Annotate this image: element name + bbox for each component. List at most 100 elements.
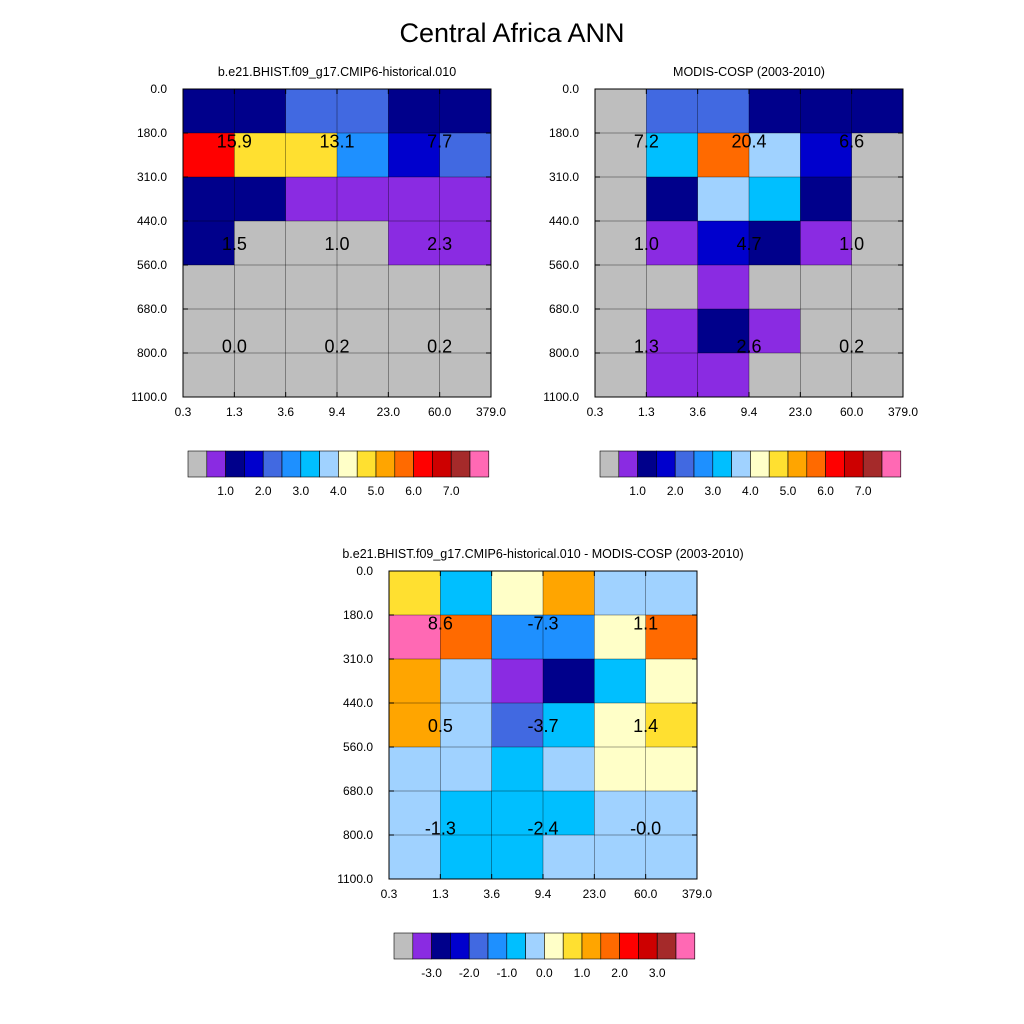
colorbar-swatch: [412, 932, 432, 960]
heatmap-cell: [491, 571, 544, 616]
colorbar-label: 6.0: [405, 484, 422, 498]
data-value-label: 7.2: [634, 131, 659, 151]
data-value-label: -7.3: [527, 613, 558, 633]
y-tick-label: 180.0: [343, 608, 373, 622]
heatmap-cell: [749, 221, 801, 266]
colorbar-swatch: [319, 450, 339, 478]
x-tick-label: 3.6: [483, 887, 500, 901]
data-value-label: 0.0: [222, 337, 247, 357]
colorbar-label: 5.0: [368, 484, 385, 498]
colorbar-label: -2.0: [459, 966, 480, 980]
heatmap-cell: [439, 221, 492, 266]
data-value-label: 0.2: [839, 337, 864, 357]
colorbar-label: 3.0: [292, 484, 309, 498]
colorbar-swatch: [206, 450, 226, 478]
heatmap-cell: [440, 615, 493, 660]
heatmap-cell: [594, 571, 647, 616]
y-tick-label: 1100.0: [337, 872, 373, 886]
panel-subtitle: b.e21.BHIST.f09_g17.CMIP6-historical.010: [218, 65, 456, 79]
heatmap-cell: [183, 221, 235, 266]
data-value-label: 4.7: [736, 234, 761, 254]
colorbar-swatch: [281, 450, 302, 478]
figure-title: Central Africa ANN: [399, 18, 625, 48]
heatmap-cell: [285, 221, 338, 266]
heatmap-cell: [594, 791, 647, 836]
heatmap-cell: [543, 747, 595, 792]
colorbar-swatch: [806, 450, 826, 478]
heatmap-cell: [697, 353, 750, 398]
heatmap-cell: [697, 221, 750, 266]
x-tick-label: 9.4: [741, 405, 758, 419]
heatmap-cell: [439, 177, 492, 222]
heatmap-cell: [389, 791, 441, 836]
colorbar-swatch: [581, 932, 602, 960]
heatmap-cell: [543, 615, 595, 660]
y-tick-label: 1100.0: [543, 390, 579, 404]
heatmap-cell: [388, 177, 441, 222]
heatmap-cell: [749, 177, 801, 222]
panel-observations: MODIS-COSP (2003-2010) 0.3 1.3 3.6 9.4 23.0 60…: [543, 65, 918, 498]
heatmap-cell: [645, 791, 698, 836]
panel-subtitle: MODIS-COSP (2003-2010): [673, 65, 825, 79]
y-tick-label: 440.0: [137, 214, 167, 228]
heatmap-cell: [183, 89, 235, 134]
colorbar-swatch: [599, 450, 620, 478]
heatmap-cell: [388, 309, 441, 354]
heatmap-cell: [749, 133, 801, 178]
y-tick-label: 560.0: [137, 258, 167, 272]
heatmap-cell: [491, 615, 544, 660]
heatmap-cell: [491, 703, 544, 748]
colorbar-swatch: [618, 450, 638, 478]
heatmap-cell: [337, 265, 389, 310]
x-tick-label: 0.3: [587, 405, 604, 419]
x-tick-label: 1.3: [226, 405, 243, 419]
colorbar-label: 2.0: [611, 966, 628, 980]
data-value-label: 1.5: [222, 234, 247, 254]
colorbar-label: 0.0: [536, 966, 553, 980]
heatmap-cell: [440, 835, 493, 880]
y-tick-label: 680.0: [549, 302, 579, 316]
colorbar-swatch: [375, 450, 396, 478]
heatmap-cell: [337, 221, 389, 266]
colorbar-swatch: [525, 932, 545, 960]
colorbar-swatch: [262, 450, 283, 478]
heatmap-cell: [697, 177, 750, 222]
colorbar-swatch: [562, 932, 583, 960]
y-tick-label: 0.0: [150, 82, 167, 96]
heatmap-cell: [543, 835, 595, 880]
panel-subtitle: b.e21.BHIST.f09_g17.CMIP6-historical.010…: [342, 547, 743, 561]
x-tick-label: 60.0: [428, 405, 452, 419]
heatmap-cell: [595, 177, 647, 222]
data-value-label: 1.0: [634, 234, 659, 254]
heatmap-cell: [697, 265, 750, 310]
heatmap-cell: [851, 353, 904, 398]
heatmap-cell: [285, 309, 338, 354]
colorbar-swatch: [225, 450, 245, 478]
heatmap-cell: [440, 747, 493, 792]
colorbar-swatch: [432, 450, 452, 478]
heatmap-cell: [646, 89, 699, 134]
colorbar-swatch: [844, 450, 864, 478]
colorbar-swatch: [656, 932, 677, 960]
colorbar-swatch: [693, 450, 714, 478]
y-tick-label: 310.0: [549, 170, 579, 184]
colorbar-swatch: [768, 450, 789, 478]
heatmap-cell: [646, 177, 699, 222]
data-value-label: 7.7: [427, 131, 452, 151]
colorbar-swatch: [619, 932, 639, 960]
y-tick-label: 440.0: [343, 696, 373, 710]
colorbar-label: 7.0: [855, 484, 872, 498]
x-tick-label: 9.4: [535, 887, 552, 901]
colorbar-label: 4.0: [742, 484, 759, 498]
colorbar-swatch: [431, 932, 451, 960]
y-tick-label: 1100.0: [131, 390, 167, 404]
heatmap-cell: [697, 133, 750, 178]
heatmap-cell: [851, 133, 904, 178]
data-value-label: 13.1: [319, 131, 354, 151]
heatmap-cell: [337, 353, 389, 398]
x-tick-label: 3.6: [689, 405, 706, 419]
colorbar-label: 1.0: [217, 484, 234, 498]
heatmap-cell: [594, 747, 647, 792]
heatmap-cell: [337, 309, 389, 354]
colorbar-swatch: [544, 932, 564, 960]
